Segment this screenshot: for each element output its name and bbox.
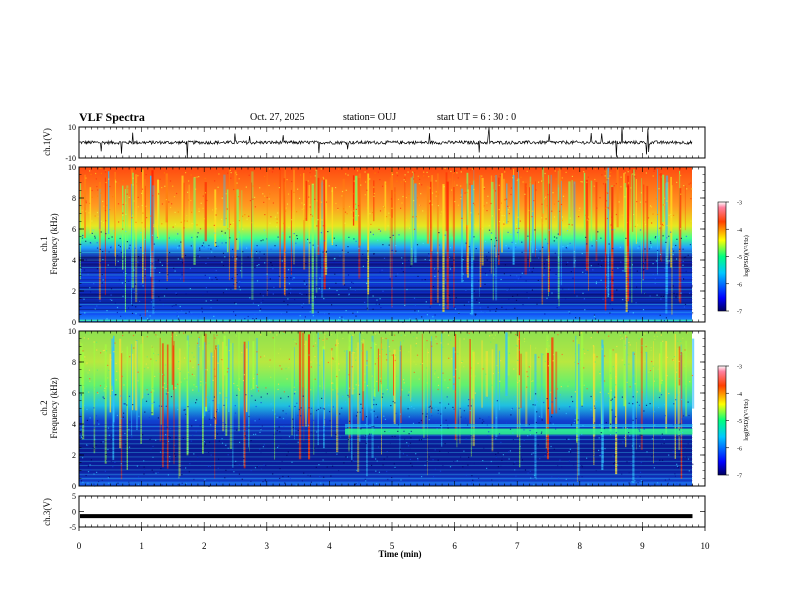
colorbar-tick-label: -3 [737,365,742,371]
ch1-waveform-panel [78,126,706,159]
y-tick-label: 10 [68,327,76,336]
x-tick-label: 7 [515,541,520,551]
colorbar-tick-label: -5 [737,419,742,425]
ch1-spec-ylabel-freq: Frequency (kHz) [49,213,59,274]
ch2-spectrogram-detail [79,331,695,487]
station-label: station= OUJ [343,112,397,123]
ch1-spec-ylabel-channel: ch.1 [39,236,49,251]
x-tick-label: 1 [139,541,144,551]
y-tick-label: 6 [72,389,76,398]
x-tick-label: 2 [202,541,207,551]
ch2-colorbar: -3 -4 -5 -6 -7 log(PSD)(V²/Hz) [717,365,750,480]
colorbar-tick-label: -7 [737,310,742,316]
colorbar-tick-label: -7 [737,474,742,480]
y-tick-label: 8 [72,358,76,367]
ch3-waveform-ylabel: ch.3(V) [42,498,52,526]
x-tick-label: 10 [701,541,711,551]
x-tick-label: 8 [578,541,583,551]
y-tick-label: 10 [68,163,76,172]
ch2-spec-ylabel-channel: ch.2 [39,400,49,415]
ch1-colorbar-label: log(PSD)(V²/Hz) [743,235,750,276]
y-tick-label: 0 [72,318,76,327]
y-tick-label: 6 [72,225,76,234]
y-tick-label: 4 [72,420,76,429]
x-tick-label: 9 [640,541,645,551]
ch1-colorbar: -3 -4 -5 -6 -7 log(PSD)(V²/Hz) [717,201,750,316]
x-axis-label: Time (min) [378,549,421,559]
y-tick-label: 0 [72,482,76,491]
colorbar-tick-label: -6 [737,446,742,452]
y-tick-label: 2 [72,287,76,296]
start-time-label: start UT = 6 : 30 : 0 [437,112,517,123]
colorbar-tick-label: -3 [737,201,742,207]
ch1-waveform-ylabel: ch.1(V) [42,128,52,156]
x-tick-label: 6 [452,541,457,551]
y-tick-label: 4 [72,256,76,265]
x-tick-label: 4 [327,541,332,551]
colorbar-tick-label: -4 [737,228,742,234]
x-tick-label: 3 [265,541,270,551]
y-tick-label: 8 [72,194,76,203]
colorbar-tick-label: -6 [737,282,742,288]
ch2-colorbar-label: log(PSD)(V²/Hz) [743,399,750,440]
x-tick-label: 5 [390,541,395,551]
y-tick-label: 2 [72,451,76,460]
ch2-spectrogram-panel [78,330,706,487]
ch1-spectrogram-panel [78,166,706,323]
ch1-spectrogram-detail [79,167,694,323]
colorbar-tick-label: -5 [737,255,742,261]
ch2-spec-ylabel-freq: Frequency (kHz) [49,377,59,438]
x-tick-label: 0 [77,541,82,551]
y-tick-label: 0 [72,508,76,517]
date-label: Oct. 27, 2025 [250,112,305,123]
y-tick-label: -10 [65,154,76,163]
chart-title: VLF Spectra [79,110,145,124]
y-tick-label: 5 [72,492,76,501]
ch3-waveform-panel [78,495,706,528]
colorbar-tick-label: -4 [737,392,742,398]
ch1-waveform-trace [79,127,693,158]
y-tick-label: -5 [69,523,76,532]
y-tick-label: 10 [68,123,76,132]
